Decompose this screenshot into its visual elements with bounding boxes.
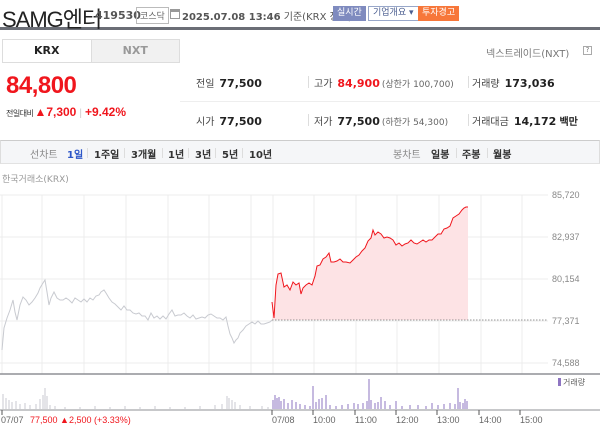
tab-krx[interactable]: KRX (3, 40, 91, 62)
line-chart-label: 선차트 (30, 150, 58, 161)
volume-legend: 거래량 (558, 377, 585, 388)
chart-period-bar: 선차트 1일 1주일 3개월 1년 3년 5년 10년 봉차트 일봉 주봉 월봉 (0, 140, 600, 164)
volume-bars-prev (2, 388, 269, 409)
volume-legend-swatch (558, 378, 561, 386)
x-tick: 12:00 (396, 415, 419, 425)
period-daily-candle[interactable]: 일봉 (431, 150, 450, 161)
y-tick: 80,154 (552, 274, 580, 284)
stat-open: 시가 77,500 (196, 115, 262, 128)
period-monthly-candle[interactable]: 월봉 (493, 150, 512, 161)
prev-day-summary: 77,500 ▲2,500 (+3.33%) (30, 415, 131, 425)
period-5y[interactable]: 5년 (222, 150, 239, 161)
stock-code: 419530 (95, 9, 141, 22)
calendar-icon (170, 9, 180, 19)
period-1d[interactable]: 1일 (67, 150, 84, 161)
period-3y[interactable]: 3년 (195, 150, 212, 161)
stat-volume: 거래량 173,036 (472, 77, 555, 90)
period-1y[interactable]: 1년 (168, 150, 185, 161)
today-price-line (271, 206, 468, 319)
change-label: 전일대비 (6, 109, 34, 118)
period-10y[interactable]: 10년 (249, 150, 273, 161)
prev-day-line (1, 278, 273, 351)
x-tick: 15:00 (520, 415, 543, 425)
y-tick: 85,720 (552, 190, 580, 200)
period-1w[interactable]: 1주일 (94, 150, 120, 161)
period-3m[interactable]: 3개월 (131, 150, 157, 161)
change-amount: ▲7,300 (34, 105, 77, 119)
x-tick: 11:00 (355, 415, 377, 425)
y-tick: 77,371 (552, 316, 580, 326)
investment-warning-badge[interactable]: 투자경고 (418, 6, 460, 21)
tab-nxt[interactable]: NXT (90, 40, 179, 62)
market-badge: 코스닥 (136, 7, 169, 24)
x-tick: 14:00 (479, 415, 502, 425)
x-tick: 10:00 (313, 415, 336, 425)
candle-chart-label: 봉차트 (393, 150, 421, 161)
y-tick: 74,588 (552, 358, 580, 368)
quote-datetime: 2025.07.08 13:46 기준(KRX 장중) (182, 12, 352, 23)
period-weekly-candle[interactable]: 주봉 (462, 150, 481, 161)
price-chart[interactable] (0, 185, 600, 441)
stat-prev-close: 전일 77,500 (196, 77, 262, 90)
x-tick: 07/08 (272, 415, 295, 425)
change-percent: +9.42% (84, 105, 127, 119)
chart-source: 한국거래소(KRX) (2, 175, 69, 185)
nxt-link[interactable]: 넥스트레이드(NXT) (486, 49, 570, 60)
stock-name: SAMG엔터 (2, 7, 102, 32)
stock-header: SAMG엔터 419530 코스닥 2025.07.08 13:46 기준(KR… (0, 0, 600, 32)
stat-low: 저가 77,500 (하한가 54,300) (314, 115, 449, 128)
current-price: 84,800 (6, 72, 77, 99)
company-overview-button[interactable]: 기업개요 ▾ (368, 6, 419, 21)
volume-bars-today (272, 379, 468, 409)
stat-high: 고가 84,900 (상한가 100,700) (314, 77, 454, 90)
help-icon[interactable]: ? (583, 46, 592, 55)
x-tick: 13:00 (437, 415, 460, 425)
x-axis-ticks (1, 410, 521, 415)
stat-trade-value: 거래대금 14,172 백만 (472, 115, 578, 128)
x-tick: 07/07 (1, 415, 24, 425)
price-change: 전일대비▲7,300 | +9.42% (6, 105, 127, 119)
exchange-tabs: KRX NXT (2, 39, 180, 63)
y-tick: 82,937 (552, 232, 580, 242)
today-area-fill (272, 207, 468, 320)
realtime-button[interactable]: 실시간 (333, 6, 366, 21)
